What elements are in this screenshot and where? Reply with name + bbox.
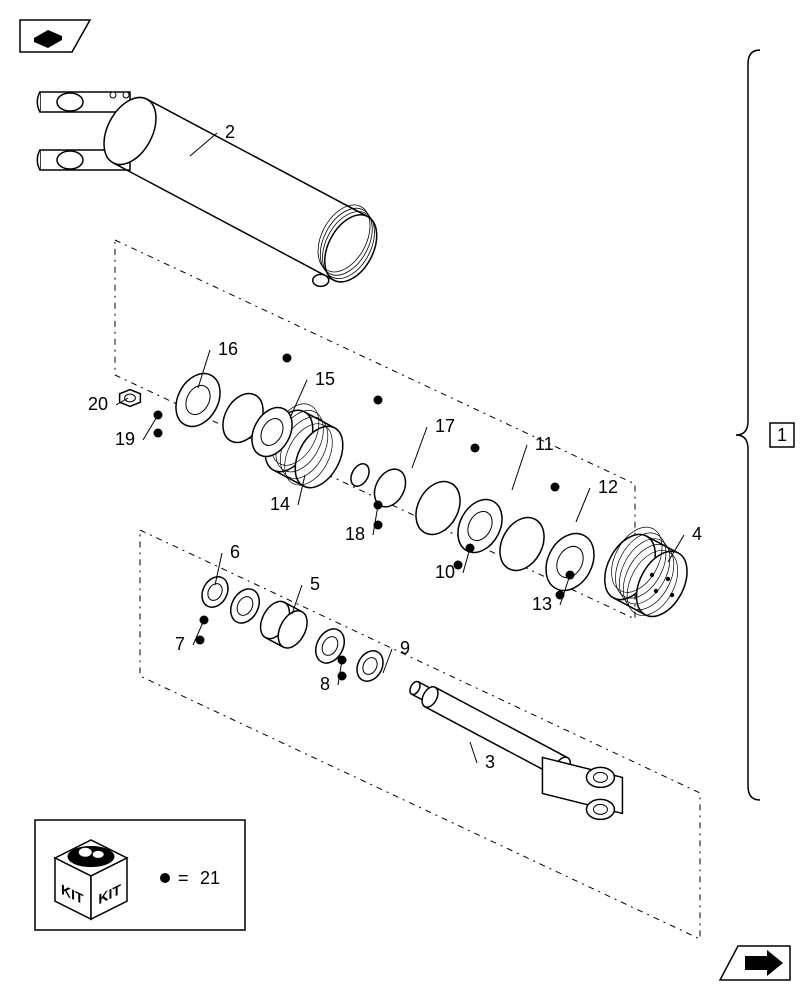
svg-text:7: 7 xyxy=(175,634,185,654)
seal-ring-9 xyxy=(197,572,233,612)
svg-text:20: 20 xyxy=(88,394,108,414)
svg-text:11: 11 xyxy=(535,434,554,454)
svg-text:3: 3 xyxy=(485,752,495,772)
seal-ring-3 xyxy=(347,461,372,490)
kit-dot xyxy=(374,396,383,405)
tube xyxy=(93,89,387,291)
callout-11: 11 xyxy=(512,434,554,490)
callout-17: 17 xyxy=(412,416,455,468)
callout-10: 10 xyxy=(435,544,475,583)
piston-rod xyxy=(408,680,623,820)
kit-dot xyxy=(154,429,163,438)
kit-dot xyxy=(471,444,480,453)
svg-text:4: 4 xyxy=(692,524,702,544)
seal-ring-11 xyxy=(255,597,313,653)
seal-ring-10 xyxy=(225,584,265,628)
kit-legend: KITKIT=21 xyxy=(35,820,245,930)
svg-text:10: 10 xyxy=(435,562,455,582)
callout-3: 3 xyxy=(470,742,495,772)
cylinder-body xyxy=(37,89,387,291)
svg-text:18: 18 xyxy=(345,524,365,544)
callout-1: 1 xyxy=(770,423,794,447)
seal-ring-0 xyxy=(167,366,229,434)
callout-2: 2 xyxy=(190,122,235,156)
svg-text:19: 19 xyxy=(115,429,135,449)
svg-text:15: 15 xyxy=(315,369,335,389)
spacer xyxy=(255,597,313,653)
kit-dot xyxy=(283,354,292,363)
callout-12: 12 xyxy=(576,477,618,522)
gland xyxy=(594,519,697,625)
svg-text:21: 21 xyxy=(200,868,220,888)
lock-nut xyxy=(120,390,141,407)
svg-text:9: 9 xyxy=(400,638,410,658)
svg-text:12: 12 xyxy=(598,477,618,497)
svg-text:=: = xyxy=(178,868,189,888)
svg-text:6: 6 xyxy=(230,542,240,562)
seal-ring-13 xyxy=(352,646,388,686)
assembly-bracket xyxy=(736,50,760,800)
svg-text:17: 17 xyxy=(435,416,455,436)
parts-diagram: 1234567891011121314151617181920KITKIT=21 xyxy=(0,0,812,1000)
svg-text:13: 13 xyxy=(532,594,552,614)
svg-text:5: 5 xyxy=(310,574,320,594)
svg-text:1: 1 xyxy=(777,425,787,445)
svg-text:8: 8 xyxy=(320,674,330,694)
svg-text:14: 14 xyxy=(270,494,290,514)
svg-text:2: 2 xyxy=(225,122,235,142)
callout-7: 7 xyxy=(175,616,209,655)
svg-text:16: 16 xyxy=(218,339,238,359)
kit-dot xyxy=(551,483,560,492)
seal-ring-8 xyxy=(536,525,603,599)
callout-9: 9 xyxy=(383,638,410,673)
